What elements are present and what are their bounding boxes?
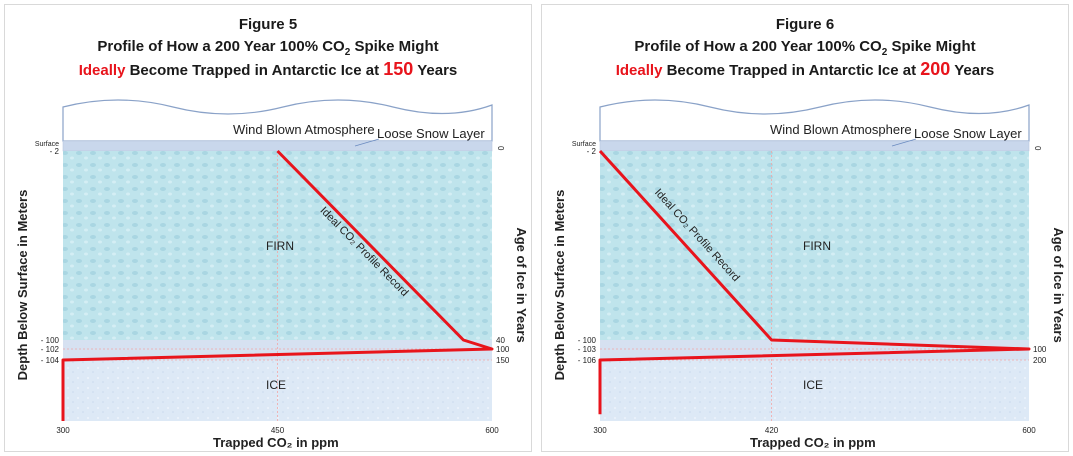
x-tick-label: 300 — [593, 426, 607, 435]
age-tick-label: 100 — [496, 345, 510, 354]
x-tick-label: 600 — [1022, 426, 1036, 435]
age-tick-label: 150 — [496, 356, 510, 365]
snow-layer-label: Loose Snow Layer — [914, 126, 1022, 141]
depth-tick-label: - 102 — [41, 345, 60, 354]
surface-label: Surface — [35, 141, 59, 148]
snow-layer — [62, 140, 493, 152]
transition-band — [63, 340, 492, 360]
depth-tick-label: - 103 — [578, 345, 597, 354]
x-tick-label: 600 — [485, 426, 499, 435]
figure-label: Figure 5 — [238, 16, 298, 33]
age-tick-label: 0 — [496, 146, 505, 151]
atmosphere-label: Wind Blown Atmosphere — [233, 122, 375, 137]
atmosphere-layer — [599, 99, 1030, 142]
atmosphere-label: Wind Blown Atmosphere — [770, 122, 912, 137]
ice-layer — [63, 360, 492, 421]
age-tick-label: 200 — [1033, 356, 1047, 365]
ice-profile-diagram: Wind Blown Atmosphere Loose Snow Layer FIR… — [15, 99, 529, 450]
atmosphere-layer — [62, 99, 493, 142]
snow-layer-pointer — [891, 138, 917, 147]
depth-tick-label: - 100 — [41, 336, 60, 345]
age-tick-label: 0 — [1033, 146, 1042, 151]
surface-label: Surface — [572, 141, 596, 148]
depth-tick-label: - 100 — [578, 336, 597, 345]
co2-profile-line — [61, 149, 494, 421]
snow-layer-pointer — [354, 138, 380, 147]
figure-subtitle-line3: Ideally Become Trapped in Antarctic Ice … — [615, 59, 995, 79]
ice-profile-diagram: Wind Blown Atmosphere Loose Snow Layer FIR… — [552, 99, 1066, 450]
depth-tick-label: - 2 — [587, 147, 597, 156]
firn-layer — [600, 151, 1029, 340]
firn-label: FIRN — [803, 239, 831, 253]
depth-tick-label: - 106 — [578, 356, 597, 365]
ice-label: ICE — [266, 378, 286, 392]
snow-layer — [599, 140, 1030, 152]
right-axis-title: Age of Ice in Years — [1051, 227, 1066, 342]
co2-profile-line — [598, 149, 1031, 415]
depth-tick-label: - 104 — [41, 356, 60, 365]
figure-subtitle-line3: Ideally Become Trapped in Antarctic Ice … — [78, 59, 458, 79]
x-tick-label: 450 — [271, 426, 285, 435]
figure-label: Figure 6 — [775, 16, 835, 33]
x-axis-title: Trapped CO₂ in ppm — [213, 435, 339, 450]
ice-label: ICE — [803, 378, 823, 392]
left-axis-title: Depth Below Surface in Meters — [552, 190, 567, 381]
snow-layer-label: Loose Snow Layer — [377, 126, 485, 141]
left-axis-title: Depth Below Surface in Meters — [15, 190, 30, 381]
ice-layer — [600, 360, 1029, 421]
age-tick-label: 40 — [496, 336, 505, 345]
figure-subtitle: Profile of How a 200 Year 100% CO2 Spike… — [97, 38, 439, 58]
x-axis-title: Trapped CO₂ in ppm — [750, 435, 876, 450]
figure-6-panel: Figure 6 Profile of How a 200 Year 100% … — [541, 4, 1069, 452]
firn-label: FIRN — [266, 239, 294, 253]
age-tick-label: 100 — [1033, 345, 1047, 354]
figure-subtitle: Profile of How a 200 Year 100% CO2 Spike… — [634, 38, 976, 58]
right-axis-title: Age of Ice in Years — [514, 227, 529, 342]
figure-5-panel: Figure 5 Profile of How a 200 Year 100% … — [4, 4, 532, 452]
depth-tick-label: - 2 — [50, 147, 60, 156]
x-tick-label: 300 — [56, 426, 70, 435]
x-tick-label: 420 — [765, 426, 779, 435]
